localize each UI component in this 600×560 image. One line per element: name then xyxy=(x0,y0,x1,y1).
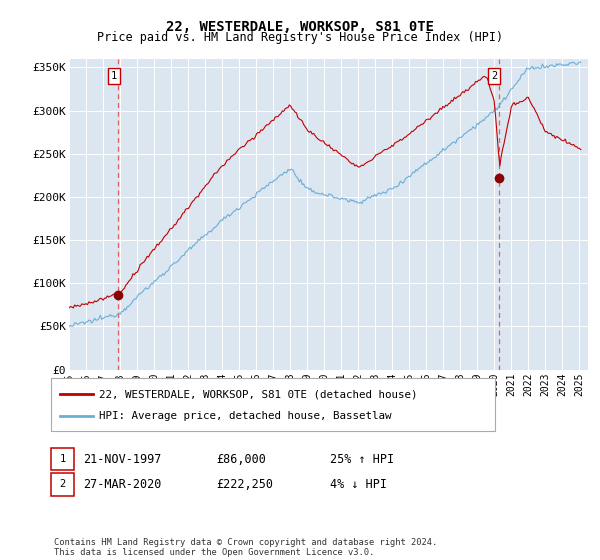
Text: 4% ↓ HPI: 4% ↓ HPI xyxy=(330,478,387,491)
Text: Contains HM Land Registry data © Crown copyright and database right 2024.
This d: Contains HM Land Registry data © Crown c… xyxy=(54,538,437,557)
Text: £222,250: £222,250 xyxy=(216,478,273,491)
Text: HPI: Average price, detached house, Bassetlaw: HPI: Average price, detached house, Bass… xyxy=(99,411,392,421)
Text: Price paid vs. HM Land Registry's House Price Index (HPI): Price paid vs. HM Land Registry's House … xyxy=(97,31,503,44)
Text: 25% ↑ HPI: 25% ↑ HPI xyxy=(330,452,394,466)
Text: 27-MAR-2020: 27-MAR-2020 xyxy=(83,478,161,491)
Text: 2: 2 xyxy=(59,479,65,489)
Text: 1: 1 xyxy=(111,71,117,81)
Text: 22, WESTERDALE, WORKSOP, S81 0TE: 22, WESTERDALE, WORKSOP, S81 0TE xyxy=(166,20,434,34)
Text: 21-NOV-1997: 21-NOV-1997 xyxy=(83,452,161,466)
Text: £86,000: £86,000 xyxy=(216,452,266,466)
Text: 1: 1 xyxy=(59,454,65,464)
Text: 22, WESTERDALE, WORKSOP, S81 0TE (detached house): 22, WESTERDALE, WORKSOP, S81 0TE (detach… xyxy=(99,389,418,399)
Text: 2: 2 xyxy=(491,71,497,81)
